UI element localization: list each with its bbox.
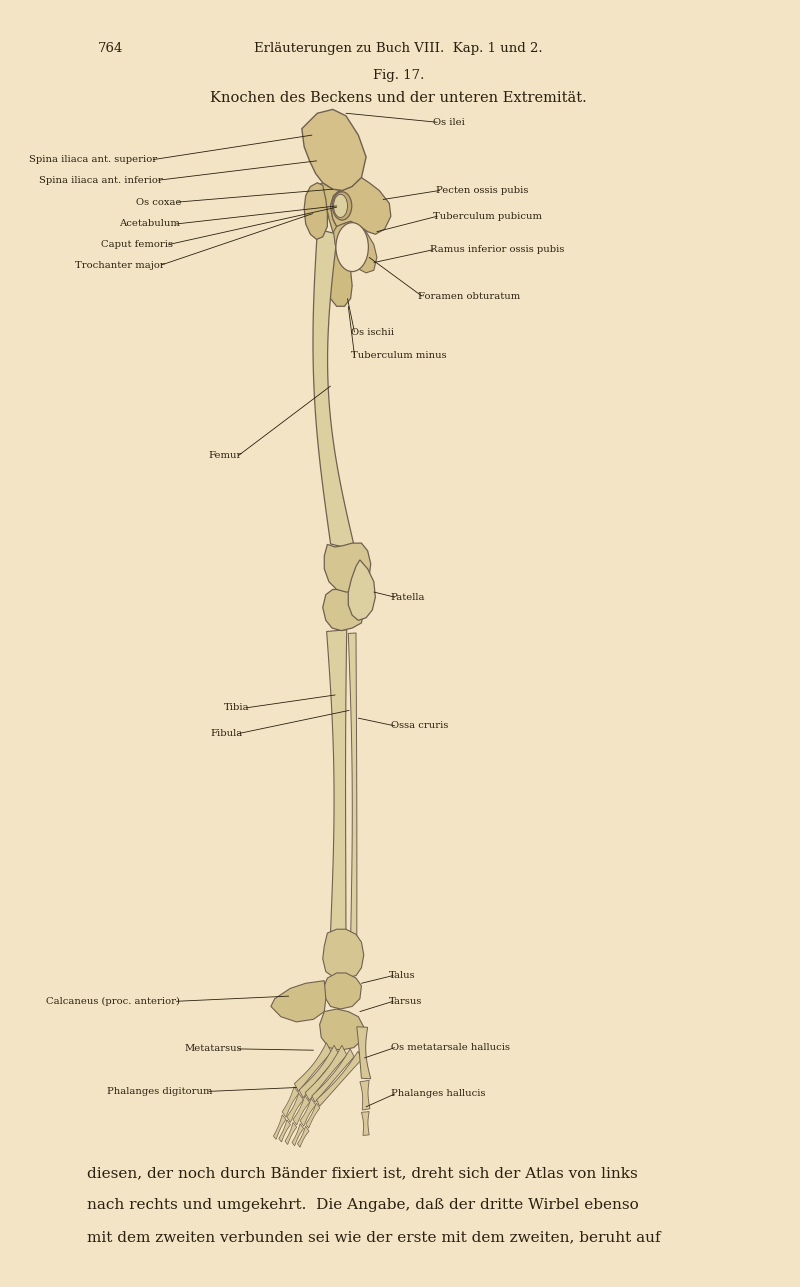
Text: Spina iliaca ant. inferior: Spina iliaca ant. inferior — [38, 176, 162, 184]
Polygon shape — [271, 981, 326, 1022]
Text: Os ilei: Os ilei — [434, 118, 466, 126]
Polygon shape — [312, 1049, 354, 1102]
Text: Trochanter major: Trochanter major — [75, 261, 165, 269]
Circle shape — [334, 194, 347, 218]
Polygon shape — [274, 1115, 286, 1139]
Polygon shape — [324, 543, 370, 592]
Text: Ossa cruris: Ossa cruris — [391, 722, 448, 730]
Text: Patella: Patella — [391, 593, 426, 601]
Polygon shape — [302, 109, 366, 190]
Polygon shape — [300, 1098, 316, 1126]
Text: Foramen obturatum: Foramen obturatum — [418, 292, 520, 300]
Polygon shape — [293, 1095, 310, 1125]
Text: Knochen des Beckens und der unteren Extremität.: Knochen des Beckens und der unteren Extr… — [210, 91, 587, 106]
Text: Metatarsus: Metatarsus — [185, 1045, 242, 1053]
Polygon shape — [362, 1112, 369, 1135]
Text: Calcaneus (proc. anterior): Calcaneus (proc. anterior) — [46, 996, 180, 1006]
Text: nach rechts und umgekehrt.  Die Angabe, daß der dritte Wirbel ebenso: nach rechts und umgekehrt. Die Angabe, d… — [87, 1198, 639, 1212]
Text: Os coxae: Os coxae — [136, 198, 182, 206]
Polygon shape — [316, 183, 352, 306]
Polygon shape — [334, 221, 377, 273]
Polygon shape — [292, 1124, 304, 1145]
Text: Tuberculum pubicum: Tuberculum pubicum — [434, 212, 542, 220]
Polygon shape — [317, 1051, 362, 1107]
Polygon shape — [304, 183, 327, 239]
Polygon shape — [348, 560, 375, 620]
Text: Erläuterungen zu Buch VIII.  Kap. 1 und 2.: Erläuterungen zu Buch VIII. Kap. 1 und 2… — [254, 42, 543, 55]
Text: Phalanges digitorum: Phalanges digitorum — [107, 1088, 213, 1095]
Polygon shape — [294, 1042, 331, 1091]
Polygon shape — [326, 629, 346, 933]
Text: Tibia: Tibia — [224, 704, 250, 712]
Text: Pecten ossis pubis: Pecten ossis pubis — [436, 187, 528, 194]
Text: Acetabulum: Acetabulum — [119, 220, 180, 228]
Polygon shape — [357, 1027, 370, 1079]
Text: Femur: Femur — [209, 452, 242, 459]
Ellipse shape — [333, 192, 352, 220]
Polygon shape — [330, 178, 391, 234]
Text: 764: 764 — [98, 42, 124, 55]
Polygon shape — [324, 973, 362, 1009]
Polygon shape — [313, 229, 355, 550]
Polygon shape — [322, 589, 364, 631]
Polygon shape — [322, 929, 364, 978]
Text: Ramus inferior ossis pubis: Ramus inferior ossis pubis — [430, 246, 564, 254]
Polygon shape — [306, 1103, 320, 1129]
Polygon shape — [348, 633, 357, 940]
Text: Os metatarsale hallucis: Os metatarsale hallucis — [391, 1044, 510, 1051]
Text: Talus: Talus — [390, 972, 416, 979]
Polygon shape — [306, 1045, 347, 1100]
Polygon shape — [298, 1126, 309, 1147]
Text: Spina iliaca ant. superior: Spina iliaca ant. superior — [29, 156, 157, 163]
Polygon shape — [285, 1122, 297, 1144]
Polygon shape — [287, 1093, 303, 1122]
Polygon shape — [320, 1009, 364, 1050]
Text: Phalanges hallucis: Phalanges hallucis — [391, 1090, 486, 1098]
Text: Caput femoris: Caput femoris — [101, 241, 173, 248]
Ellipse shape — [336, 223, 369, 272]
Text: Os ischii: Os ischii — [350, 328, 394, 336]
Polygon shape — [282, 1086, 298, 1117]
Text: Tuberculum minus: Tuberculum minus — [350, 351, 446, 359]
Text: Fig. 17.: Fig. 17. — [373, 69, 424, 82]
Polygon shape — [279, 1120, 290, 1142]
Text: mit dem zweiten verbunden sei wie der erste mit dem zweiten, beruht auf: mit dem zweiten verbunden sei wie der er… — [87, 1230, 661, 1245]
Polygon shape — [299, 1045, 339, 1098]
Polygon shape — [360, 1080, 370, 1109]
Text: Tarsus: Tarsus — [390, 997, 422, 1005]
Text: diesen, der noch durch Bänder fixiert ist, dreht sich der Atlas von links: diesen, der noch durch Bänder fixiert is… — [87, 1166, 638, 1180]
Text: Fibula: Fibula — [210, 730, 242, 737]
